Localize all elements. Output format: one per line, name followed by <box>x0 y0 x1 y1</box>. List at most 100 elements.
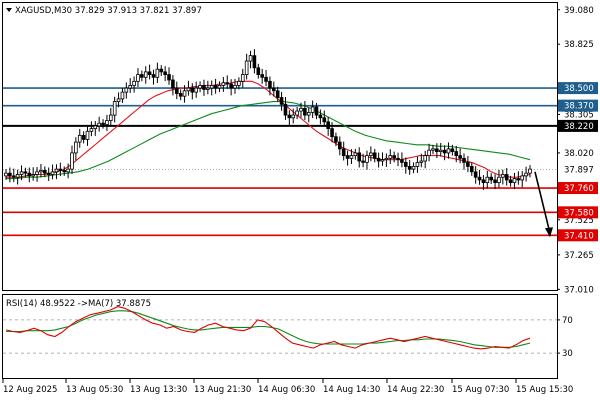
rsi-line <box>5 306 531 350</box>
candle-body <box>407 166 412 170</box>
candle-body <box>54 168 59 173</box>
time-tick-label: 13 Aug 13:30 <box>130 385 187 395</box>
candle-body <box>497 176 501 184</box>
level-tag-box <box>558 119 598 132</box>
candle-body <box>376 157 381 162</box>
candle-body <box>454 151 459 157</box>
candle-body <box>322 117 327 123</box>
candle-body <box>489 176 493 181</box>
candle-body <box>229 83 233 89</box>
candle-body <box>233 84 237 89</box>
candle-body <box>314 106 319 116</box>
candle-body <box>74 141 78 154</box>
candle-body <box>466 161 470 167</box>
candle-body <box>46 172 51 175</box>
candle-body <box>462 157 466 163</box>
candle-body <box>485 176 490 184</box>
candle-body <box>450 148 455 152</box>
candle-body <box>272 87 276 92</box>
time-tick-label: 12 Aug 2025 <box>3 385 57 395</box>
level-tag-box <box>558 182 598 195</box>
candle-body <box>481 179 486 184</box>
candle-body <box>326 121 330 130</box>
candle-body <box>341 148 346 157</box>
candle-body <box>334 136 338 143</box>
candle-body <box>8 172 12 177</box>
candle-body <box>11 175 16 178</box>
candle-body <box>349 155 354 159</box>
candle-body <box>85 130 90 140</box>
candles <box>4 49 532 190</box>
candle-body <box>252 55 257 69</box>
price-tick-label: 37.525 <box>564 216 594 226</box>
candle-body <box>427 149 431 157</box>
level-tag-box <box>558 206 598 219</box>
level-tag-label: 38.500 <box>564 84 594 94</box>
candle-body <box>209 84 214 89</box>
candle-body <box>357 152 362 162</box>
candle-body <box>186 87 191 92</box>
candle-body <box>89 128 94 132</box>
candle-body <box>194 87 198 93</box>
candle-body <box>31 174 35 177</box>
level-tag-box <box>558 229 598 242</box>
candle-body <box>136 74 140 82</box>
candle-body <box>248 55 253 62</box>
price-tick-label: 38.020 <box>564 149 594 159</box>
candle-body <box>446 148 451 154</box>
candle-body <box>291 114 296 119</box>
candle-body <box>221 82 226 86</box>
candle-body <box>306 111 311 116</box>
candle-body <box>256 67 261 75</box>
time-tick-label: 13 Aug 05:30 <box>66 385 123 395</box>
level-tag-label: 37.580 <box>564 208 594 218</box>
candle-body <box>458 155 462 159</box>
candle-body <box>105 120 109 125</box>
candle-body <box>213 84 218 89</box>
candle-body <box>419 160 424 163</box>
main-panel-frame <box>2 2 558 291</box>
rsi-ma-line <box>6 310 531 348</box>
candle-body <box>155 68 160 78</box>
candle-body <box>504 174 509 181</box>
candle-body <box>50 171 55 175</box>
candle-body <box>442 149 447 154</box>
symbol-header: XAGUSD,M30 37.829 37.913 37.821 37.897 <box>15 6 202 16</box>
candle-body <box>58 168 63 171</box>
level-tag-label: 38.220 <box>564 122 594 132</box>
candle-body <box>23 171 28 174</box>
price-tick-label: 37.010 <box>564 285 594 295</box>
candle-body <box>384 157 389 161</box>
candle-body <box>147 71 152 75</box>
candle-body <box>198 84 202 89</box>
candle-body <box>112 101 117 116</box>
moving-averages <box>6 80 553 238</box>
candle-body <box>380 159 385 162</box>
time-tick-label: 14 Aug 22:30 <box>387 385 444 395</box>
candle-body <box>66 168 70 173</box>
candle-body <box>171 79 175 89</box>
candle-body <box>116 98 121 102</box>
candle-body <box>365 155 369 163</box>
candle-body <box>524 172 528 177</box>
candle-body <box>225 82 230 85</box>
dropdown-triangle-icon[interactable] <box>6 8 12 12</box>
candle-body <box>15 174 20 178</box>
candle-body <box>159 68 164 73</box>
candle-body <box>77 134 82 143</box>
candle-body <box>345 155 350 159</box>
arrow-head-icon <box>545 227 553 238</box>
candle-body <box>178 93 183 97</box>
candle-body <box>97 122 101 127</box>
candle-body <box>473 171 478 178</box>
candle-body <box>70 152 74 170</box>
candle-body <box>237 80 241 86</box>
candle-body <box>512 178 517 184</box>
candle-body <box>167 74 171 81</box>
candle-body <box>369 152 373 157</box>
candle-body <box>396 157 400 161</box>
candle-body <box>516 178 521 181</box>
candle-body <box>477 176 482 181</box>
time-axis: 12 Aug 2025 13 Aug 05:30 13 Aug 13:30 13 Au… <box>2 379 573 395</box>
